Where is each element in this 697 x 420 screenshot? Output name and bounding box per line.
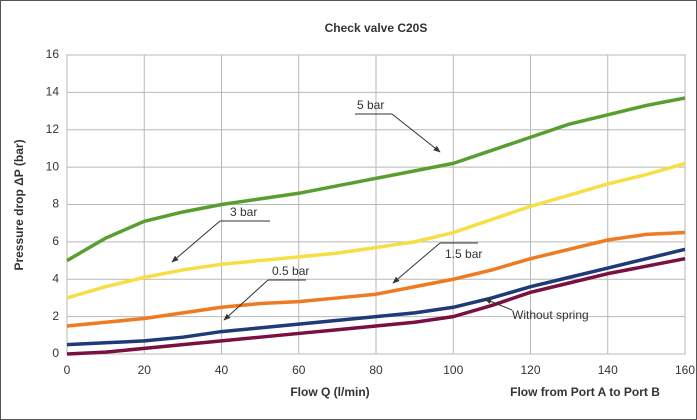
x-tick-label: 160 — [675, 363, 695, 377]
x-axis-label: Flow Q (l/min) — [290, 385, 369, 399]
x-axis-label-2: Flow from Port A to Port B — [510, 385, 660, 399]
series-label: 5 bar — [357, 98, 384, 112]
x-tick-label: 0 — [64, 363, 71, 377]
x-tick-label: 120 — [520, 363, 540, 377]
x-tick-label: 100 — [443, 363, 463, 377]
data-line — [66, 96, 686, 263]
data-line — [66, 230, 686, 328]
y-tick-label: 14 — [46, 85, 60, 99]
y-tick-label: 6 — [52, 234, 59, 248]
data-line — [66, 161, 686, 300]
y-tick-label: 0 — [52, 346, 59, 360]
y-tick-label: 10 — [46, 159, 60, 173]
series-label: 3 bar — [230, 205, 257, 219]
data-line — [66, 256, 686, 356]
callout-arrow — [484, 298, 513, 311]
callout-arrow — [391, 113, 441, 153]
y-tick-label: 4 — [52, 271, 59, 285]
series-label: 0.5 bar — [272, 264, 309, 278]
y-tick-label: 16 — [46, 47, 60, 61]
callout-arrow — [171, 220, 221, 263]
x-tick-label: 140 — [598, 363, 618, 377]
x-tick-label: 40 — [215, 363, 229, 377]
callout-arrow — [392, 242, 441, 284]
x-tick-label: 60 — [292, 363, 306, 377]
x-tick-label: 20 — [138, 363, 152, 377]
callout-arrow — [223, 279, 269, 321]
y-axis-label: Pressure drop ΔP (bar) — [12, 139, 26, 270]
data-line — [66, 247, 686, 347]
y-tick-label: 8 — [52, 197, 59, 211]
chart-title: Check valve C20S — [325, 21, 428, 35]
y-tick-label: 2 — [52, 309, 59, 323]
x-tick-label: 80 — [369, 363, 383, 377]
y-tick-label: 12 — [46, 122, 60, 136]
series-label: 1.5 bar — [445, 247, 482, 261]
series-label: Without spring — [512, 308, 589, 322]
